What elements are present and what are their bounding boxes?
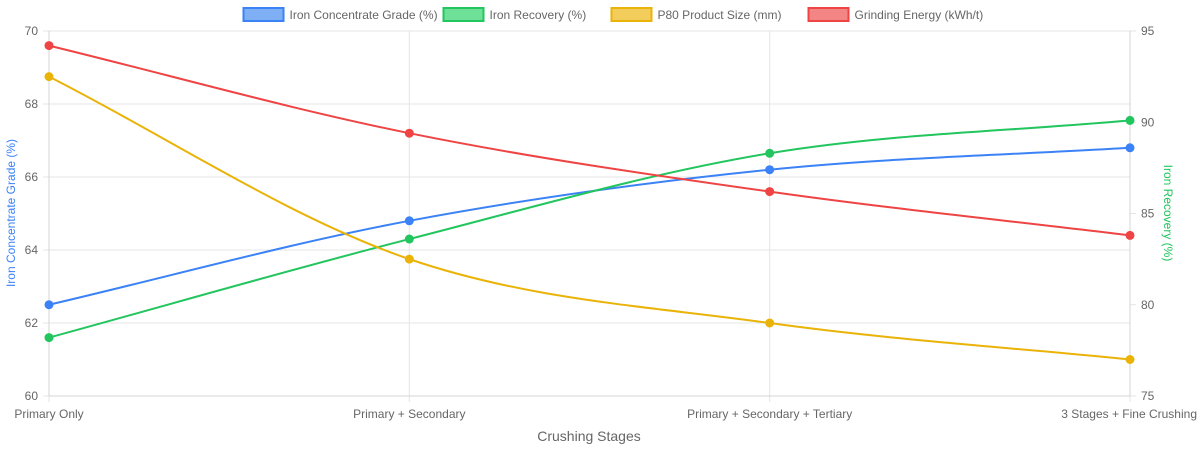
data-point-iron-recovery bbox=[765, 148, 775, 158]
data-point-p80-product-size-mm bbox=[765, 318, 775, 328]
data-point-iron-recovery bbox=[1125, 115, 1135, 125]
data-point-p80-product-size-mm bbox=[1125, 355, 1135, 364]
x-axis-label: Crushing Stages bbox=[537, 428, 641, 444]
legend-swatch bbox=[807, 7, 850, 22]
data-point-p80-product-size-mm bbox=[44, 72, 54, 82]
y-right-tick-label: 85 bbox=[1141, 207, 1155, 221]
data-point-grinding-energy-kwh-t bbox=[44, 41, 54, 51]
data-point-iron-concentrate-grade bbox=[1125, 143, 1135, 153]
legend-label: P80 Product Size (mm) bbox=[658, 8, 782, 22]
legend-label: Iron Recovery (%) bbox=[490, 8, 587, 22]
data-point-iron-concentrate-grade bbox=[404, 216, 414, 226]
legend-item[interactable]: Iron Recovery (%) bbox=[442, 7, 587, 22]
y-left-tick-label: 68 bbox=[25, 97, 39, 111]
legend-swatch bbox=[242, 7, 285, 22]
legend-item[interactable]: P80 Product Size (mm) bbox=[610, 7, 782, 22]
y-right-tick-label: 90 bbox=[1141, 115, 1155, 129]
legend[interactable]: Iron Concentrate Grade (%) Iron Recovery … bbox=[242, 7, 984, 22]
y-left-tick-label: 70 bbox=[25, 24, 39, 38]
y-left-tick-label: 62 bbox=[25, 316, 39, 330]
legend-swatch bbox=[442, 7, 485, 22]
x-tick-label: Primary + Secondary + Tertiary bbox=[687, 407, 852, 421]
y-axis-left-label: Iron Concentrate Grade (%) bbox=[4, 139, 18, 287]
legend-item[interactable]: Iron Concentrate Grade (%) bbox=[242, 7, 438, 22]
y-left-tick-label: 66 bbox=[25, 170, 39, 184]
legend-label: Grinding Energy (kWh/t) bbox=[855, 8, 984, 22]
y-right-tick-label: 80 bbox=[1141, 298, 1155, 312]
legend-swatch bbox=[610, 7, 653, 22]
data-point-grinding-energy-kwh-t bbox=[404, 128, 414, 138]
x-tick-label: Primary Only bbox=[14, 407, 83, 421]
y-right-tick-label: 95 bbox=[1141, 24, 1155, 38]
x-tick-label: 3 Stages + Fine Crushing bbox=[1061, 407, 1197, 421]
legend-item[interactable]: Grinding Energy (kWh/t) bbox=[807, 7, 984, 22]
data-point-iron-recovery bbox=[404, 234, 414, 244]
data-point-iron-concentrate-grade bbox=[765, 165, 775, 175]
y-left-tick-label: 60 bbox=[25, 389, 39, 403]
data-point-p80-product-size-mm bbox=[404, 254, 414, 264]
legend-label: Iron Concentrate Grade (%) bbox=[290, 8, 438, 22]
series-line-iron-concentrate-grade bbox=[48, 146, 1131, 306]
y-left-tick-label: 64 bbox=[25, 243, 39, 257]
x-tick-label: Primary + Secondary bbox=[353, 407, 465, 421]
data-point-grinding-energy-kwh-t bbox=[765, 187, 775, 197]
y-axis-right-label: Iron Recovery (%) bbox=[1161, 165, 1175, 262]
data-point-iron-concentrate-grade bbox=[44, 300, 54, 310]
series bbox=[44, 41, 1135, 364]
data-point-iron-recovery bbox=[44, 333, 54, 343]
series-line-iron-recovery bbox=[48, 119, 1131, 339]
data-point-grinding-energy-kwh-t bbox=[1125, 230, 1135, 240]
series-line-grinding-energy-kwh-t bbox=[48, 44, 1131, 237]
y-right-tick-label: 75 bbox=[1141, 389, 1155, 403]
series-line-p80-product-size-mm bbox=[48, 75, 1131, 361]
